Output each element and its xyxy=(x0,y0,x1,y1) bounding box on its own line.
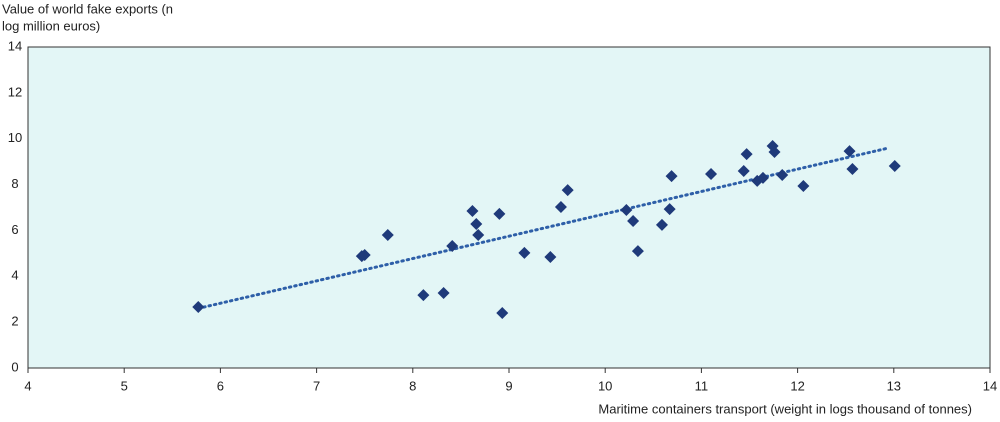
x-tick-label: 10 xyxy=(598,378,612,393)
x-axis-label: Maritime containers transport (weight in… xyxy=(598,401,972,416)
point xyxy=(768,146,781,159)
x-tick-label: 4 xyxy=(24,378,31,393)
y-axis-label: log million euros) xyxy=(2,18,100,33)
x-tick-label: 9 xyxy=(505,378,512,393)
y-tick-label: 14 xyxy=(8,38,22,53)
point xyxy=(544,251,557,264)
y-tick-label: 4 xyxy=(11,268,18,283)
point xyxy=(493,207,506,220)
plot-area xyxy=(27,46,991,369)
y-tick-label: 8 xyxy=(11,176,18,191)
point xyxy=(663,203,676,216)
point xyxy=(417,289,430,302)
point xyxy=(797,179,810,192)
x-tick-label: 8 xyxy=(409,378,416,393)
point xyxy=(740,148,753,161)
y-tick-label: 6 xyxy=(11,222,18,237)
point xyxy=(627,215,640,228)
point xyxy=(496,306,509,319)
point xyxy=(776,168,789,181)
point xyxy=(737,165,750,178)
y-tick-label: 2 xyxy=(11,314,18,329)
x-tick-label: 7 xyxy=(313,378,320,393)
x-tick-label: 14 xyxy=(983,378,997,393)
x-tick-label: 5 xyxy=(121,378,128,393)
point xyxy=(888,159,901,172)
point xyxy=(472,229,485,242)
point xyxy=(756,171,769,184)
y-axis-label: Value of world fake exports (n xyxy=(2,1,173,16)
point xyxy=(446,240,459,253)
point xyxy=(192,301,205,314)
point xyxy=(470,218,483,231)
x-tick-label: 11 xyxy=(695,378,709,393)
point xyxy=(631,245,644,258)
point xyxy=(554,201,567,214)
y-tick-label: 0 xyxy=(11,359,18,374)
trend-line xyxy=(196,146,891,310)
y-tick-label: 12 xyxy=(8,84,22,99)
point xyxy=(437,287,450,300)
point xyxy=(846,162,859,175)
point xyxy=(381,229,394,242)
point xyxy=(843,145,856,158)
x-tick-label: 12 xyxy=(790,378,804,393)
x-tick-label: 6 xyxy=(217,378,224,393)
y-tick-label: 10 xyxy=(8,130,22,145)
point xyxy=(466,204,479,217)
point xyxy=(665,170,678,183)
x-tick-label: 13 xyxy=(887,378,901,393)
point xyxy=(705,168,718,181)
point xyxy=(358,248,371,261)
point xyxy=(518,246,531,259)
point xyxy=(561,184,574,197)
point xyxy=(620,204,633,217)
point xyxy=(655,218,668,231)
